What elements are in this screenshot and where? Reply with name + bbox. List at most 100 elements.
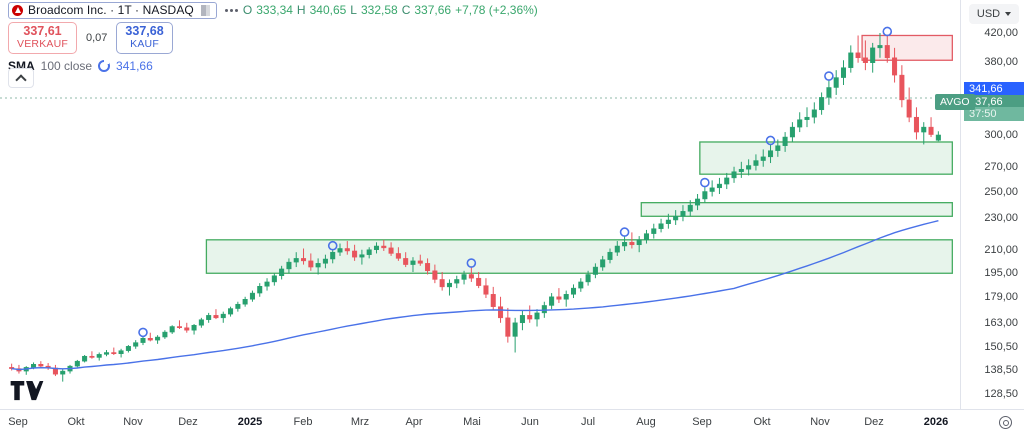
price-tick: 138,50 <box>984 364 1018 376</box>
candle-body <box>716 183 722 189</box>
current-price-tag: 337,66 <box>964 95 1024 109</box>
zone-supply-zone-1[interactable] <box>699 141 953 175</box>
candle-body <box>592 266 598 275</box>
candle-body <box>731 171 737 179</box>
candle-body <box>519 315 525 324</box>
sell-button[interactable]: 337,61 VERKAUF <box>8 22 77 54</box>
signal-marker-icon[interactable] <box>765 135 776 146</box>
time-tick: Sep <box>692 416 712 428</box>
signal-marker-icon[interactable] <box>700 177 710 188</box>
candle-body <box>578 281 584 289</box>
candle-body <box>381 245 387 249</box>
refresh-icon[interactable] <box>98 59 111 72</box>
candle-body <box>789 126 795 138</box>
candle-body <box>286 261 292 270</box>
signal-markers <box>138 26 893 338</box>
sma-params: 100 close <box>40 59 93 73</box>
candle-body <box>206 315 212 320</box>
candle-body <box>892 57 898 76</box>
candle-body <box>111 352 117 355</box>
candle-body <box>746 165 752 170</box>
signal-marker-icon[interactable] <box>466 258 477 268</box>
price-tick: 210,00 <box>984 244 1018 256</box>
price-axis[interactable]: 420,00 380,00 300,00 270,00 250,00 230,00 210,… <box>960 0 1024 409</box>
candlestick-chart[interactable] <box>0 0 960 409</box>
candle-body <box>468 274 474 279</box>
candle-body <box>848 52 854 68</box>
chart-settings-icon[interactable] <box>999 416 1012 429</box>
candle-body <box>636 239 642 246</box>
zone-supply-zone-2[interactable] <box>640 202 953 217</box>
signal-marker-icon[interactable] <box>824 71 834 81</box>
price-tick: 179,00 <box>984 291 1018 303</box>
candle-body <box>425 263 431 272</box>
zone-resistance-zone[interactable] <box>861 34 953 61</box>
sell-price: 337,61 <box>23 24 62 39</box>
price-tick: 420,00 <box>984 27 1018 39</box>
candle-body <box>840 67 847 78</box>
candle-body <box>344 248 350 252</box>
candle-body <box>322 258 328 264</box>
time-tick: Jul <box>580 416 596 428</box>
candle-body <box>60 370 66 375</box>
price-tick: 230,00 <box>984 212 1018 224</box>
candle-body <box>147 338 153 341</box>
candle-body <box>169 326 175 333</box>
candle-body <box>118 350 124 355</box>
candle-body <box>257 286 263 294</box>
candle-body <box>585 274 591 283</box>
collapse-legend-button[interactable] <box>8 68 34 88</box>
candle-body <box>439 279 445 288</box>
candle-body <box>643 233 649 241</box>
chevron-down-icon <box>1005 12 1012 16</box>
candle-body <box>877 45 883 49</box>
drawing-zones <box>205 34 953 274</box>
candle-body <box>541 305 547 314</box>
time-tick: Aug <box>636 416 656 428</box>
candle-body <box>819 97 825 111</box>
candle-body <box>527 315 533 320</box>
candle-body <box>352 250 358 258</box>
candle-body <box>213 315 219 319</box>
candle-body <box>556 296 562 300</box>
sma-100-line <box>11 220 939 371</box>
time-tick: Apr <box>405 416 423 428</box>
candle-body <box>760 156 766 161</box>
candle-body <box>38 364 44 367</box>
candle-body <box>74 360 80 367</box>
candle-body <box>264 281 270 287</box>
time-tick: Feb <box>293 416 313 428</box>
legend-trade-row: 337,61 VERKAUF 0,07 337,68 KAUF <box>0 21 960 55</box>
candle-body <box>811 109 817 118</box>
buy-button[interactable]: 337,68 KAUF <box>116 22 173 54</box>
currency-selector[interactable]: USD <box>969 4 1019 24</box>
candle-body <box>308 260 314 268</box>
candle-body <box>373 245 380 250</box>
candle-body <box>82 355 88 362</box>
candle-body <box>775 145 781 151</box>
candle-body <box>600 259 606 268</box>
time-tick: Jun <box>521 416 539 428</box>
candle-body <box>315 263 321 268</box>
candle-body <box>293 258 299 263</box>
time-axis[interactable]: Sep Okt Nov Dez 2025 Feb Mrz Apr Mai Jun Jul Aug Sep… <box>0 409 1024 434</box>
candle-body <box>366 249 372 255</box>
sell-label: VERKAUF <box>17 37 68 50</box>
candle-body <box>680 211 686 217</box>
signal-marker-icon[interactable] <box>327 240 338 251</box>
candle-body <box>388 247 394 254</box>
candle-body <box>709 187 715 192</box>
candle-body <box>665 219 671 224</box>
signal-marker-icon[interactable] <box>138 327 148 338</box>
candle-body <box>242 299 248 305</box>
price-tick: 163,00 <box>984 317 1018 329</box>
candle-body <box>607 251 613 260</box>
candle-body <box>498 306 504 319</box>
candle-series <box>9 33 941 382</box>
signal-marker-icon[interactable] <box>882 26 893 37</box>
candle-body <box>140 338 146 343</box>
signal-marker-icon[interactable] <box>619 227 630 237</box>
candle-body <box>913 116 919 133</box>
chart-plot-area[interactable] <box>0 0 960 409</box>
